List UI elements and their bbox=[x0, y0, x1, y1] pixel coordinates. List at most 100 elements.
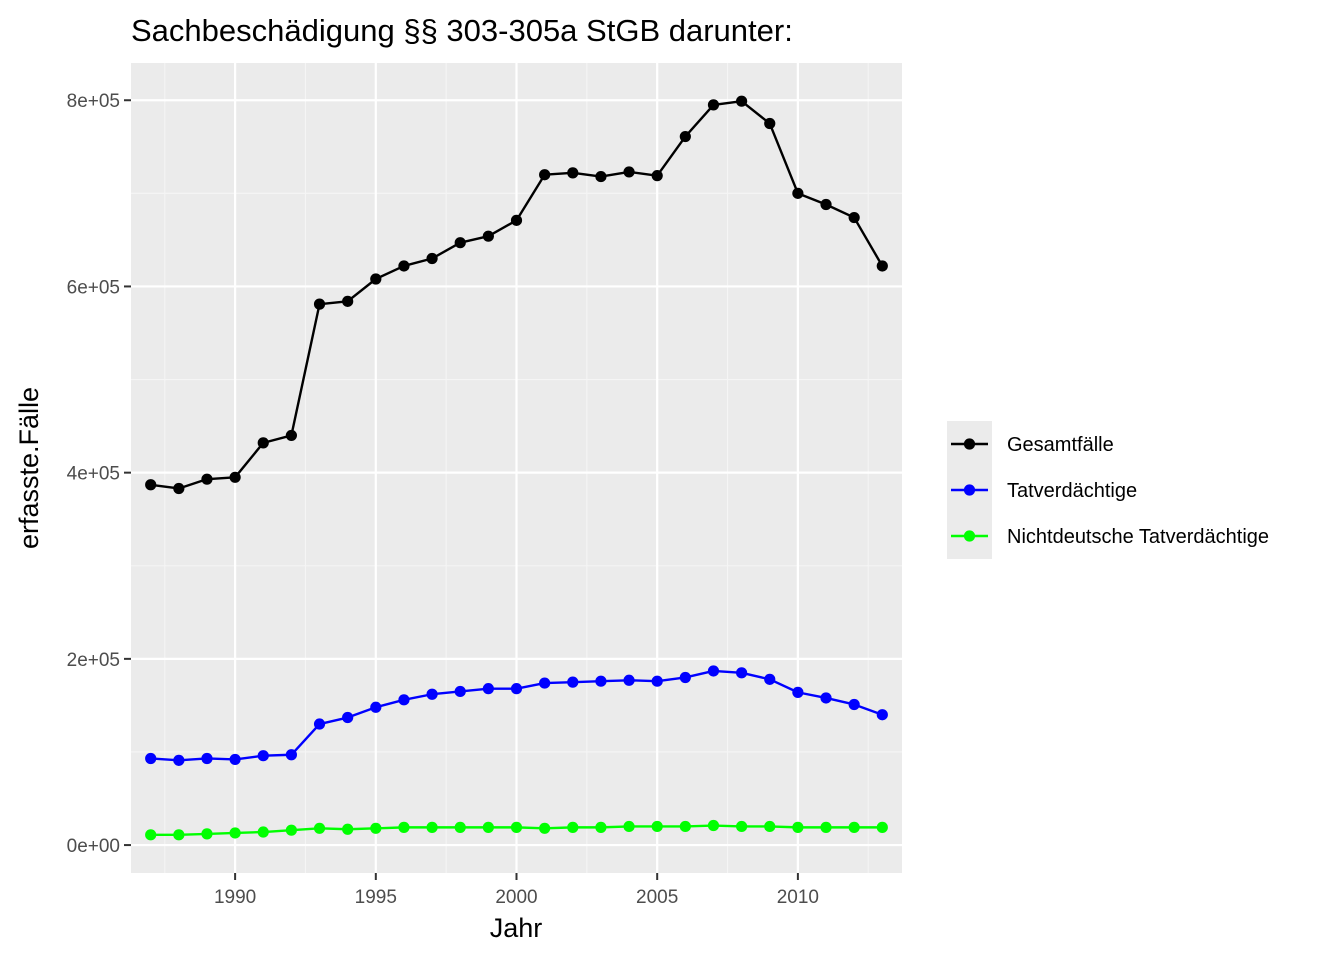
data-point bbox=[342, 295, 354, 307]
data-point bbox=[313, 822, 326, 834]
legend: Gesamtfälle Tatverdächtige Nichtdeutsche T… bbox=[947, 421, 1269, 559]
legend-item: Tatverdächtige bbox=[947, 467, 1137, 513]
data-point bbox=[792, 686, 804, 698]
data-point bbox=[257, 750, 269, 762]
data-point bbox=[201, 473, 213, 485]
major-gridlines bbox=[131, 63, 902, 873]
data-point bbox=[623, 674, 635, 686]
data-point bbox=[454, 237, 466, 249]
data-point bbox=[285, 749, 297, 761]
data-point bbox=[510, 214, 523, 226]
data-point bbox=[426, 821, 438, 833]
series-2 bbox=[145, 819, 888, 841]
data-point bbox=[848, 211, 860, 224]
legend-label: Nichtdeutsche Tatverdächtige bbox=[1007, 526, 1269, 548]
data-point bbox=[201, 752, 213, 765]
data-point bbox=[623, 166, 635, 178]
data-point bbox=[595, 675, 607, 687]
data-point bbox=[792, 821, 804, 833]
data-point bbox=[736, 667, 748, 679]
data-point bbox=[539, 677, 551, 689]
data-point bbox=[707, 99, 720, 111]
series-0 bbox=[145, 95, 888, 495]
data-point bbox=[595, 170, 607, 183]
data-point bbox=[342, 823, 354, 835]
x-tick-label: 2005 bbox=[636, 887, 678, 908]
data-point bbox=[848, 698, 860, 711]
data-point bbox=[736, 95, 748, 107]
x-tick-label: 1995 bbox=[355, 887, 397, 908]
legend-item: Nichtdeutsche Tatverdächtige bbox=[947, 513, 1269, 559]
data-point bbox=[820, 692, 832, 704]
data-point bbox=[567, 167, 579, 179]
series-1 bbox=[145, 665, 888, 766]
x-axis-title: Jahr bbox=[490, 913, 543, 943]
data-point bbox=[764, 117, 776, 130]
data-point bbox=[285, 824, 297, 836]
y-tick-label: 0e+00 bbox=[67, 836, 120, 857]
legend-item: Gesamtfälle bbox=[947, 421, 1114, 467]
data-point bbox=[257, 826, 269, 838]
data-point bbox=[173, 754, 185, 766]
data-point bbox=[764, 673, 776, 685]
data-point bbox=[876, 260, 888, 272]
data-point bbox=[539, 822, 551, 834]
x-axis: 1990 1995 2000 2005 2010 bbox=[214, 873, 819, 908]
x-tick-label: 1990 bbox=[214, 887, 256, 908]
y-tick-label: 4e+05 bbox=[67, 464, 120, 485]
data-point bbox=[454, 685, 466, 698]
data-point bbox=[454, 821, 466, 833]
data-point bbox=[342, 711, 354, 724]
data-point bbox=[370, 273, 382, 285]
data-point bbox=[539, 169, 551, 181]
data-point bbox=[229, 471, 241, 483]
data-point bbox=[679, 671, 691, 684]
data-point bbox=[145, 479, 157, 491]
data-point bbox=[398, 821, 410, 833]
data-point bbox=[370, 701, 382, 713]
data-point bbox=[876, 709, 888, 721]
data-point bbox=[651, 675, 663, 687]
data-point bbox=[820, 198, 832, 211]
data-point bbox=[651, 820, 663, 833]
legend-key-point bbox=[963, 438, 976, 450]
chart-title: Sachbeschädigung §§ 303-305a StGB darunt… bbox=[131, 13, 793, 48]
data-point bbox=[567, 821, 579, 833]
x-tick-label: 2000 bbox=[495, 887, 537, 908]
data-point bbox=[792, 187, 804, 199]
data-point bbox=[736, 820, 748, 833]
series-layer bbox=[145, 95, 888, 841]
y-axis: 0e+00 2e+05 4e+05 6e+05 8e+05 bbox=[67, 91, 131, 857]
legend-key-point bbox=[963, 530, 976, 542]
data-point bbox=[145, 829, 157, 841]
data-point bbox=[426, 688, 438, 700]
data-point bbox=[482, 821, 494, 833]
data-point bbox=[820, 821, 832, 833]
data-point bbox=[482, 230, 494, 242]
data-point bbox=[651, 170, 663, 182]
data-point bbox=[398, 694, 410, 706]
data-point bbox=[510, 683, 523, 695]
data-point bbox=[398, 260, 410, 272]
data-point bbox=[764, 820, 776, 833]
data-point bbox=[370, 822, 382, 834]
data-point bbox=[876, 821, 888, 833]
data-point bbox=[707, 819, 720, 832]
data-point bbox=[257, 437, 269, 449]
data-point bbox=[567, 676, 579, 688]
data-point bbox=[482, 683, 494, 695]
data-point bbox=[229, 827, 241, 839]
y-axis-title: erfasste.Fälle bbox=[14, 387, 44, 549]
data-point bbox=[201, 828, 213, 840]
data-point bbox=[707, 665, 720, 677]
data-point bbox=[229, 753, 241, 766]
legend-label: Tatverdächtige bbox=[1007, 480, 1137, 502]
data-point bbox=[679, 820, 691, 833]
legend-key-point bbox=[963, 484, 976, 496]
y-tick-label: 8e+05 bbox=[67, 91, 120, 112]
x-tick-label: 2010 bbox=[777, 887, 819, 908]
data-point bbox=[595, 821, 607, 833]
data-point bbox=[173, 482, 185, 495]
